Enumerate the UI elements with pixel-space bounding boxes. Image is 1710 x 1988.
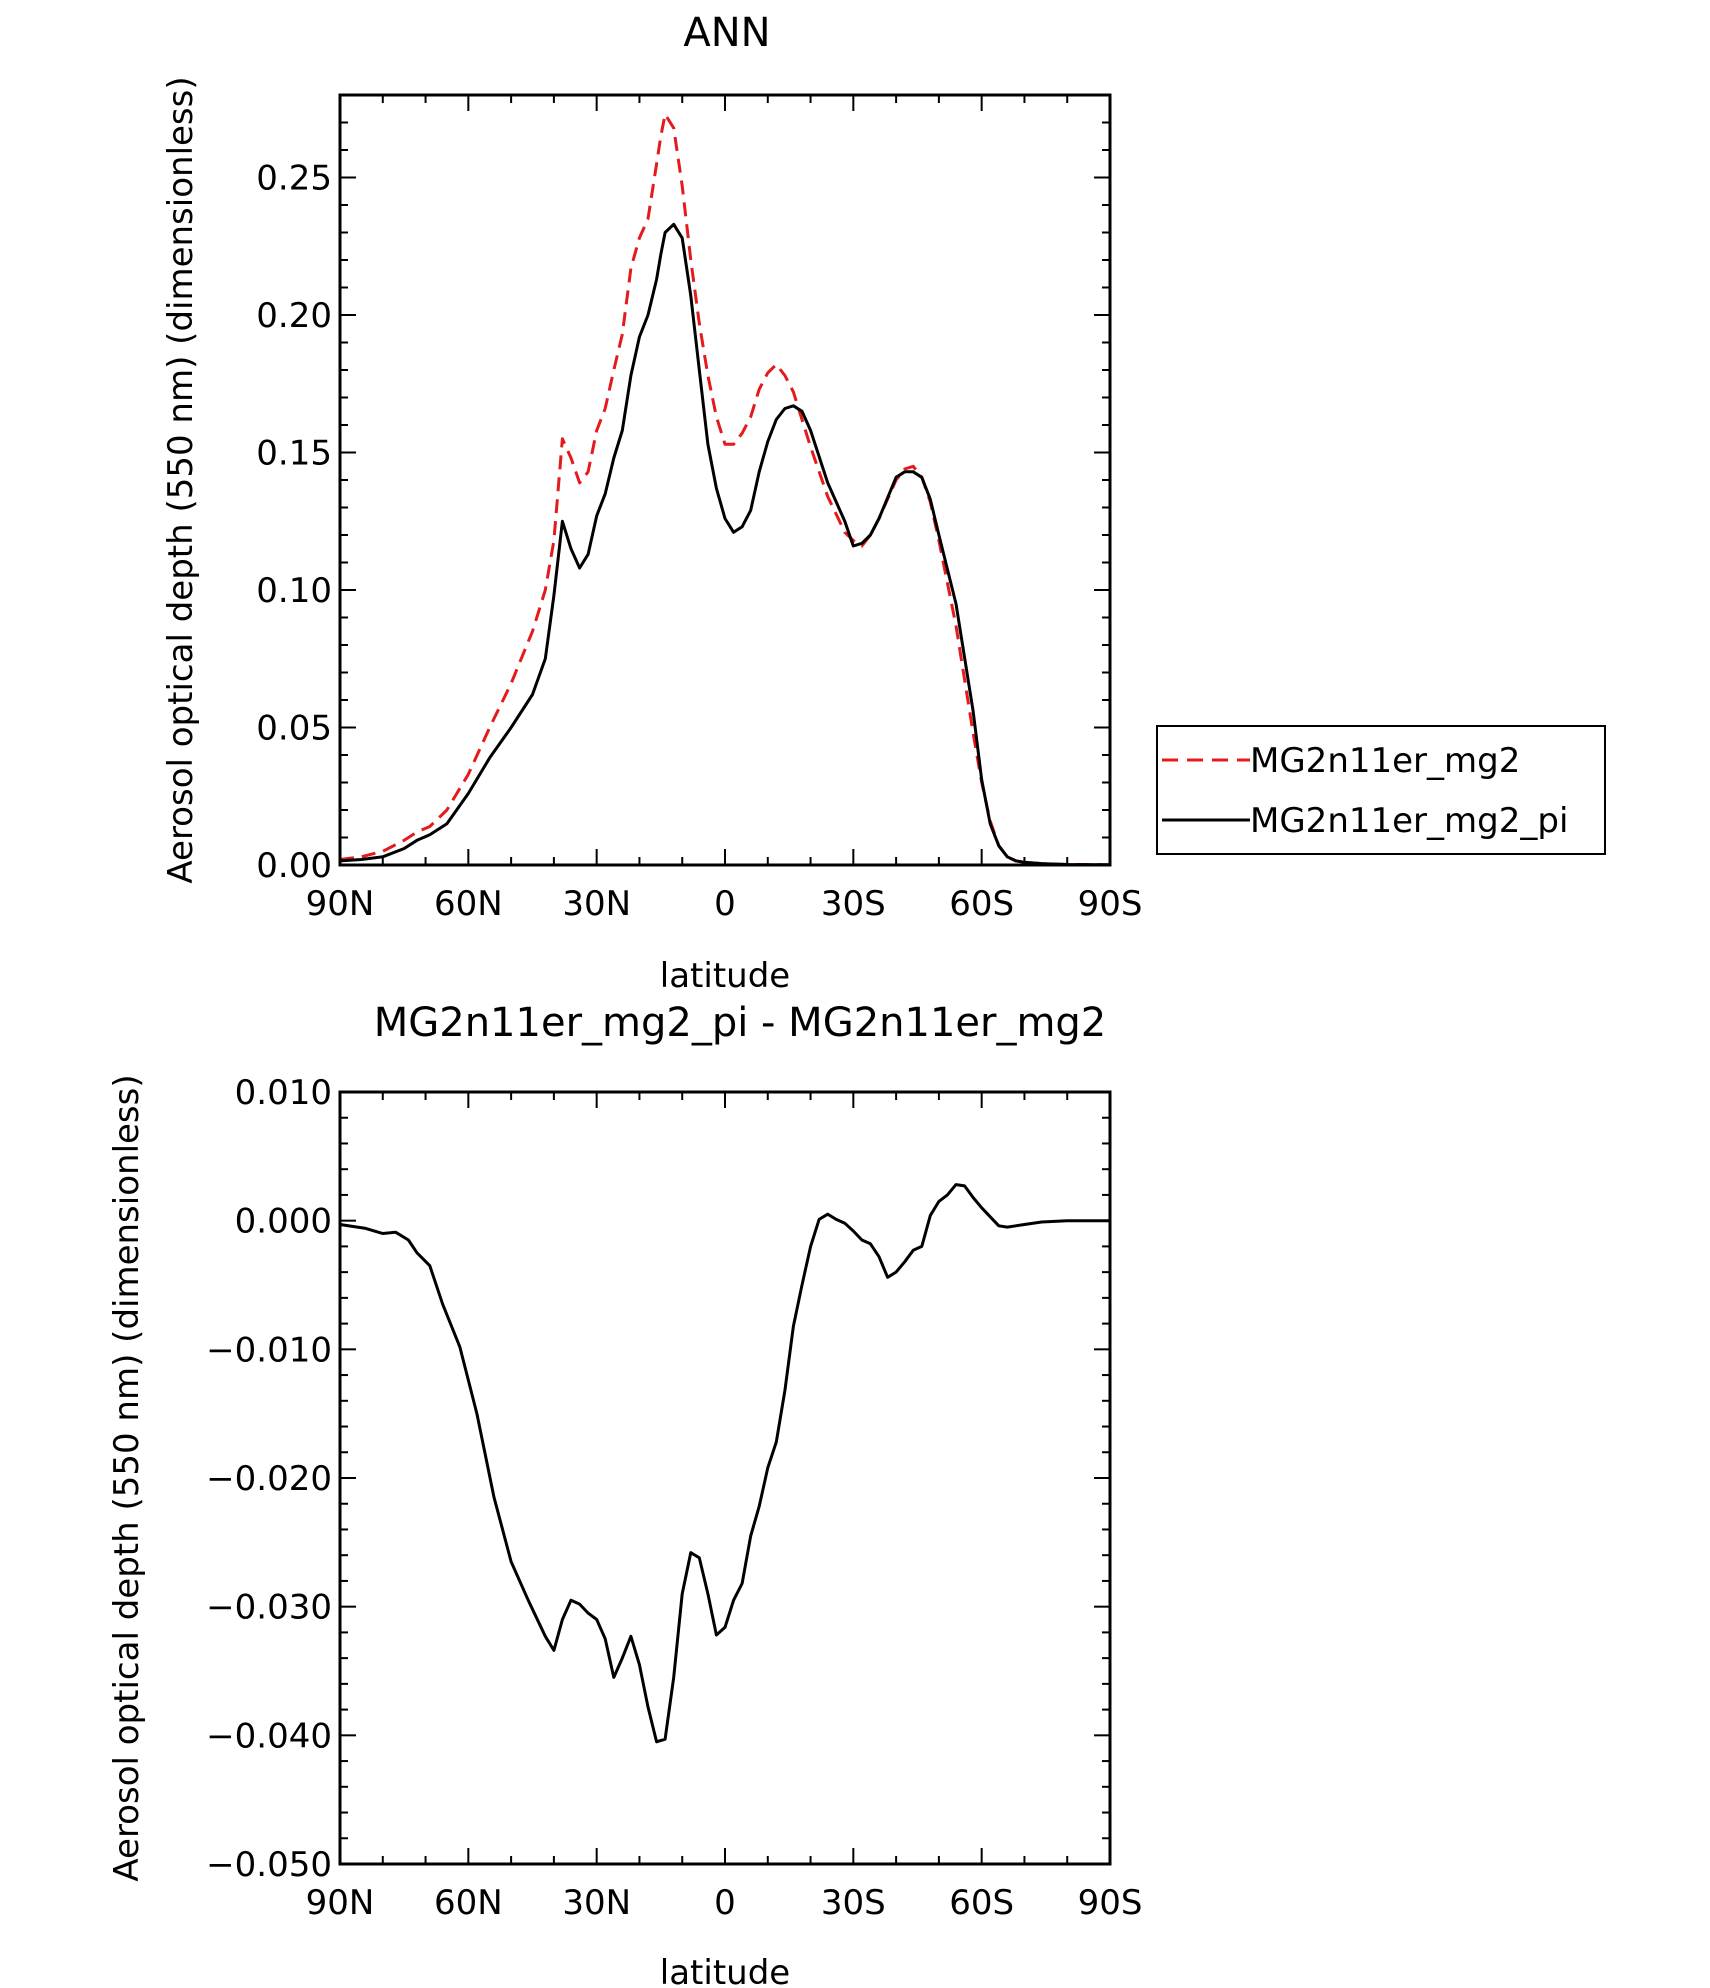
- x-tick-label: 60S: [949, 884, 1014, 924]
- top-chart-x-axis-label: latitude: [660, 956, 790, 996]
- x-tick-label: 90N: [306, 884, 375, 924]
- bottom-chart-tick-labels: 90N 60N 30N 0 30S 60S 90S −0.050 −0.040 −0.030 −0.…: [206, 1073, 1142, 1923]
- bottom-chart-ticks: [339, 1091, 1111, 1865]
- x-tick-label: 60N: [434, 1883, 503, 1923]
- y-tick-label: 0.15: [256, 434, 332, 474]
- bottom-chart-series: [339, 1183, 1110, 1744]
- y-tick-label: 0.000: [235, 1202, 332, 1242]
- top-chart-plot-frame: [338, 93, 1112, 867]
- x-tick-label: 30N: [562, 1883, 631, 1923]
- legend-label-series-2: MG2n11er_mg2_pi: [1250, 801, 1568, 841]
- y-tick-label: 0.25: [256, 159, 332, 199]
- top-chart-series-line-2: [339, 222, 1111, 867]
- top-chart-series: [339, 112, 1111, 867]
- legend-box: [1156, 725, 1606, 855]
- x-tick-label: 90S: [1078, 884, 1143, 924]
- bottom-chart-x-axis-label: latitude: [660, 1953, 790, 1988]
- y-tick-label: −0.030: [206, 1588, 332, 1628]
- bottom-chart-series-line-1: [339, 1183, 1110, 1744]
- x-tick-label: 90N: [306, 1883, 375, 1923]
- top-chart-tick-labels: 90N 60N 30N 0 30S 60S 90S 0.00 0.05 0.10 0.15 0.20 0…: [256, 159, 1142, 925]
- y-tick-label: −0.040: [206, 1716, 332, 1756]
- y-tick-label: −0.010: [206, 1330, 332, 1370]
- top-chart-series-line-1: [339, 112, 1111, 867]
- x-tick-label: 0: [714, 884, 736, 924]
- x-tick-label: 30S: [821, 1883, 886, 1923]
- bottom-chart-title: MG2n11er_mg2_pi - MG2n11er_mg2: [374, 1000, 1107, 1046]
- y-tick-label: −0.050: [206, 1845, 332, 1885]
- top-chart-ticks: [339, 94, 1111, 866]
- x-tick-label: 90S: [1078, 1883, 1143, 1923]
- x-tick-label: 60N: [434, 884, 503, 924]
- x-tick-label: 60S: [949, 1883, 1014, 1923]
- y-tick-label: 0.20: [256, 296, 332, 336]
- top-chart: ANN 90N 60N 30N 0 30S 60S 90S 0.00 0.05 0.10 0.15 0…: [161, 10, 1606, 996]
- x-tick-label: 30S: [821, 884, 886, 924]
- y-tick-label: −0.020: [206, 1459, 332, 1499]
- bottom-chart-y-axis-label: Aerosol optical depth (550 nm) (dimensio…: [107, 1074, 147, 1881]
- bottom-chart-plot-frame: [338, 1090, 1112, 1866]
- legend-label-series-1: MG2n11er_mg2: [1250, 741, 1520, 781]
- legend: MG2n11er_mg2 MG2n11er_mg2_pi: [1156, 725, 1606, 855]
- x-tick-label: 0: [714, 1883, 736, 1923]
- top-chart-title: ANN: [683, 10, 770, 56]
- x-tick-label: 30N: [562, 884, 631, 924]
- top-chart-y-axis-label: Aerosol optical depth (550 nm) (dimensio…: [161, 76, 201, 883]
- y-tick-label: 0.05: [256, 709, 332, 749]
- bottom-chart: MG2n11er_mg2_pi - MG2n11er_mg2 90N 60N 30N…: [107, 1000, 1142, 1988]
- y-tick-label: 0.10: [256, 571, 332, 611]
- y-tick-label: 0.010: [235, 1073, 332, 1113]
- y-tick-label: 0.00: [256, 846, 332, 886]
